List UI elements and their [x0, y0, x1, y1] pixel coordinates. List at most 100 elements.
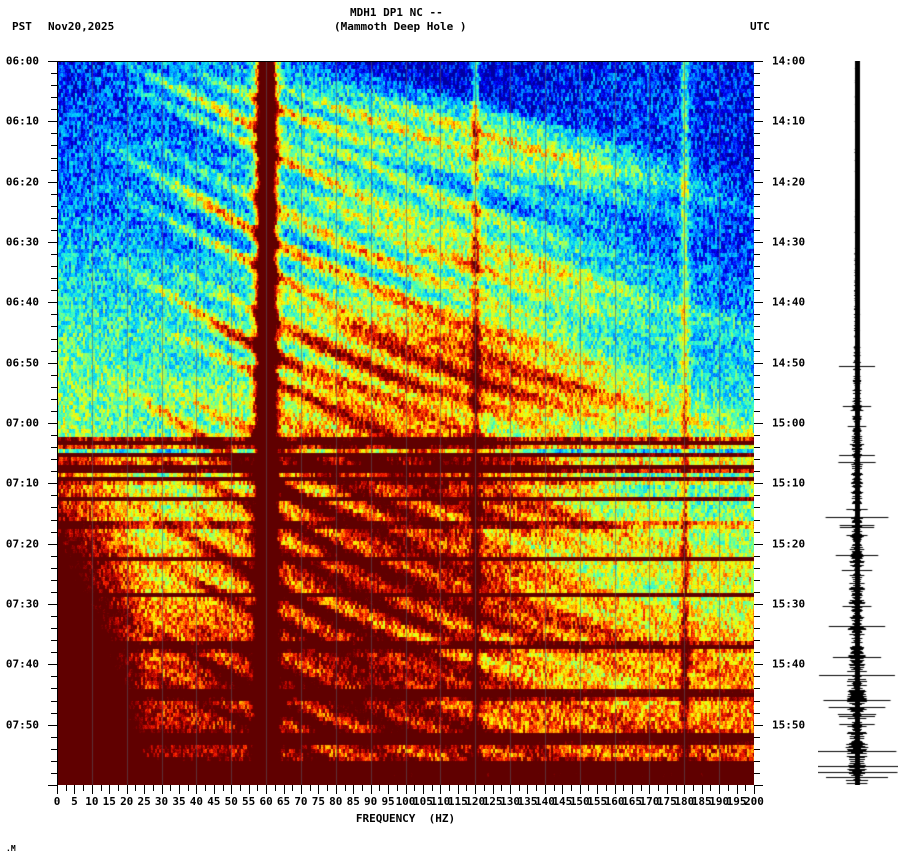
x-tick-label: 75: [311, 795, 325, 808]
y-tick-minor-right: [754, 386, 760, 388]
y-tick-minor-left: [51, 652, 57, 654]
y-tick-minor-left: [51, 531, 57, 533]
y-tick-minor-right: [754, 169, 760, 171]
x-tick-label: 90: [364, 795, 378, 808]
y-tick-minor-left: [51, 338, 57, 340]
y-tick-minor-right: [754, 338, 760, 340]
y-tick-minor-left: [51, 459, 57, 461]
y-tick-label-pst: 06:30: [5, 235, 39, 249]
time-axis-pst: 06:00 06:10 06:20 06:30 06:40 06:50 07:00 07:10…: [0, 56, 57, 786]
x-tick-minor: [344, 785, 346, 791]
y-tick-minor-left: [51, 736, 57, 738]
y-tick-label-pst: 07:50: [5, 718, 39, 732]
y-tick-minor-left: [51, 278, 57, 280]
x-tick-minor: [100, 785, 102, 791]
y-tick-minor-left: [51, 290, 57, 292]
y-tick-minor-right: [754, 688, 760, 690]
y-tick-minor-left: [51, 760, 57, 762]
x-tick-label: 190: [709, 795, 730, 808]
x-tick-minor: [431, 785, 433, 791]
y-tick-label-pst: 06:20: [5, 175, 39, 189]
x-tick-label: 105: [412, 795, 433, 808]
y-tick-minor-left: [51, 579, 57, 581]
x-tick-major: [457, 785, 459, 794]
x-tick-major: [719, 785, 721, 794]
x-tick-minor: [152, 785, 154, 791]
x-tick-label: 180: [674, 795, 695, 808]
y-tick-minor-left: [51, 85, 57, 87]
y-tick-minor-right: [754, 145, 760, 147]
frequency-axis-title: FREQUENCY (HZ): [355, 812, 456, 825]
y-tick-label-pst: 06:50: [5, 356, 39, 370]
y-tick-major-right: [754, 423, 763, 424]
x-tick-minor: [274, 785, 276, 791]
x-tick-label: 50: [224, 795, 238, 808]
y-tick-minor-right: [754, 507, 760, 509]
x-tick-label: 100: [395, 795, 416, 808]
x-tick-major: [57, 785, 58, 794]
x-tick-minor: [239, 785, 241, 791]
x-tick-minor: [501, 785, 503, 791]
y-tick-major-left: [48, 61, 57, 62]
y-tick-minor-left: [51, 700, 57, 702]
y-tick-label-utc: 14:00: [772, 54, 806, 68]
x-tick-minor: [466, 785, 468, 791]
y-tick-major-right: [754, 121, 763, 123]
y-tick-minor-left: [51, 628, 57, 630]
x-tick-label: 170: [639, 795, 660, 808]
y-tick-major-right: [754, 61, 763, 62]
y-tick-major-left: [48, 483, 57, 485]
station-code-title: MDH1 DP1 NC --: [350, 6, 443, 19]
spectrogram-plot[interactable]: [57, 61, 754, 785]
y-tick-minor-left: [51, 386, 57, 388]
x-tick-label: 55: [242, 795, 256, 808]
y-tick-label-pst: 07:40: [5, 657, 39, 671]
x-tick-label: 35: [172, 795, 186, 808]
x-tick-minor: [640, 785, 642, 791]
y-tick-minor-right: [754, 591, 760, 593]
x-tick-major: [754, 785, 755, 794]
y-tick-minor-right: [754, 326, 760, 328]
y-tick-major-right: [754, 483, 763, 485]
x-tick-label: 175: [656, 795, 677, 808]
y-tick-major-left: [48, 543, 57, 545]
y-tick-minor-right: [754, 616, 760, 618]
x-tick-major: [614, 785, 616, 794]
x-tick-major: [475, 785, 477, 794]
y-tick-minor-left: [51, 145, 57, 147]
x-tick-major: [492, 785, 494, 794]
x-tick-major: [248, 785, 250, 794]
x-tick-label: 25: [137, 795, 151, 808]
x-tick-major: [353, 785, 355, 794]
y-tick-minor-right: [754, 410, 760, 412]
y-tick-major-right: [754, 724, 763, 726]
y-tick-minor-left: [51, 507, 57, 509]
y-tick-label-pst: 06:40: [5, 295, 39, 309]
y-tick-major-left: [48, 664, 57, 666]
y-tick-major-right: [754, 181, 763, 183]
x-tick-major: [440, 785, 442, 794]
y-tick-label-utc: 15:10: [772, 476, 806, 490]
y-tick-major-left: [48, 785, 57, 786]
y-tick-minor-right: [754, 97, 760, 99]
x-tick-label: 80: [329, 795, 343, 808]
x-tick-minor: [553, 785, 555, 791]
x-tick-major: [109, 785, 111, 794]
x-tick-major: [266, 785, 268, 794]
y-tick-minor-right: [754, 628, 760, 630]
y-tick-minor-right: [754, 495, 760, 497]
x-tick-major: [231, 785, 233, 794]
x-tick-minor: [396, 785, 398, 791]
y-tick-minor-left: [51, 447, 57, 449]
y-tick-major-left: [48, 181, 57, 183]
x-tick-minor: [65, 785, 67, 791]
y-tick-major-left: [48, 121, 57, 123]
y-tick-minor-right: [754, 760, 760, 762]
x-tick-label: 155: [587, 795, 608, 808]
y-tick-label-utc: 15:00: [772, 416, 806, 430]
x-tick-major: [649, 785, 651, 794]
x-tick-minor: [205, 785, 207, 791]
station-name-title: (Mammoth Deep Hole ): [334, 20, 467, 33]
x-tick-minor: [710, 785, 712, 791]
y-tick-major-right: [754, 664, 763, 666]
